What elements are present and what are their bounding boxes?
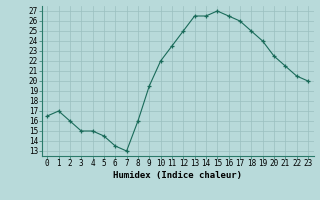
X-axis label: Humidex (Indice chaleur): Humidex (Indice chaleur) [113, 171, 242, 180]
